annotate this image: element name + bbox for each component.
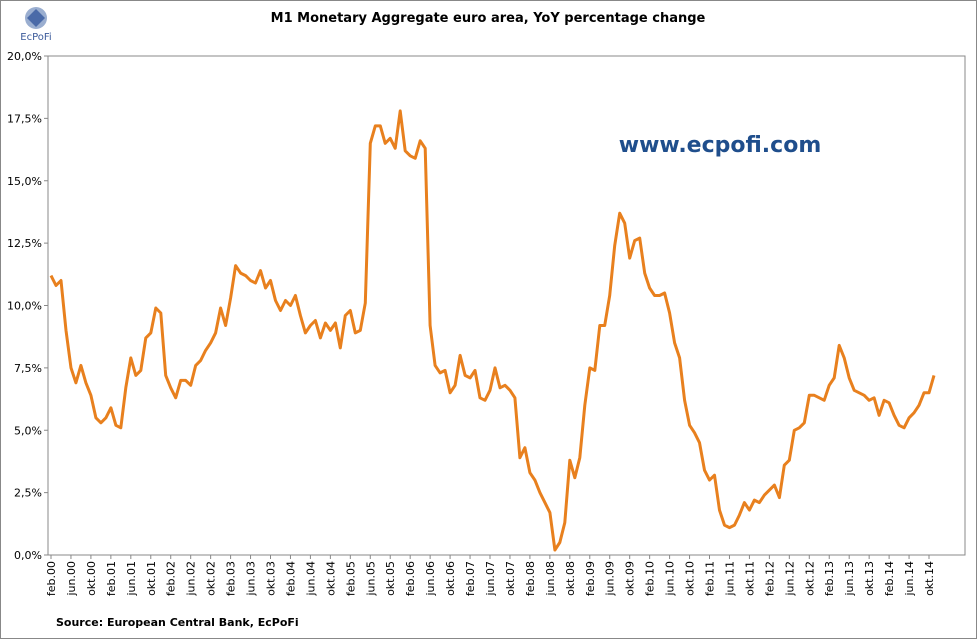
x-tick-label: feb.11 xyxy=(704,561,717,596)
x-tick-label: okt.12 xyxy=(803,561,816,596)
x-tick-label: jun.01 xyxy=(125,561,138,597)
x-tick-label: jun.00 xyxy=(65,561,78,597)
x-tick-label: okt.08 xyxy=(564,561,577,596)
x-tick-label: okt.05 xyxy=(384,561,397,596)
x-tick-label: feb.14 xyxy=(883,561,896,596)
y-tick-label: 10,0% xyxy=(7,300,42,313)
x-tick-label: okt.00 xyxy=(85,561,98,596)
y-tick-label: 5,0% xyxy=(14,424,42,437)
x-tick-label: jun.06 xyxy=(424,561,437,597)
x-tick-label: feb.06 xyxy=(404,561,417,596)
x-tick-label: jun.03 xyxy=(245,561,258,597)
source: Source: European Central Bank, EcPoFi xyxy=(56,616,299,629)
x-tick-label: okt.13 xyxy=(863,561,876,596)
x-tick-label: feb.04 xyxy=(284,561,297,596)
x-tick-label: jun.08 xyxy=(544,561,557,597)
y-tick-label: 12,5% xyxy=(7,237,42,250)
x-tick-label: feb.05 xyxy=(344,561,357,596)
chart-title: M1 Monetary Aggregate euro area, YoY per… xyxy=(271,11,706,26)
x-tick-label: okt.01 xyxy=(145,561,158,596)
x-tick-label: feb.13 xyxy=(823,561,836,596)
x-tick-label: feb.01 xyxy=(105,561,118,596)
x-tick-label: okt.03 xyxy=(265,561,278,596)
x-tick-label: okt.11 xyxy=(743,561,756,596)
x-tick-label: jun.02 xyxy=(185,561,198,597)
x-tick-label: feb.07 xyxy=(464,561,477,596)
x-tick-label: feb.10 xyxy=(644,561,657,596)
logo: EcPoFi xyxy=(20,7,52,43)
x-tick-label: jun.13 xyxy=(843,561,856,597)
x-tick-label: feb.02 xyxy=(165,561,178,596)
x-tick-label: okt.07 xyxy=(504,561,517,596)
y-tick-label: 7,5% xyxy=(14,362,42,375)
x-tick-label: feb.00 xyxy=(45,561,58,596)
x-tick-label: jun.09 xyxy=(604,561,617,597)
x-tick-label: okt.02 xyxy=(205,561,218,596)
x-tick-label: okt.09 xyxy=(624,561,637,596)
y-tick-label: 17,5% xyxy=(7,112,42,125)
y-tick-label: 0,0% xyxy=(14,549,42,562)
x-tick-label: jun.05 xyxy=(364,561,377,597)
x-tick-label: jun.14 xyxy=(903,561,916,597)
x-tick-label: jun.10 xyxy=(664,561,677,597)
x-tick-label: feb.12 xyxy=(763,561,776,596)
y-tick-label: 20,0% xyxy=(7,50,42,63)
x-tick-label: jun.04 xyxy=(304,561,317,597)
x-tick-label: okt.10 xyxy=(684,561,697,596)
x-tick-label: feb.03 xyxy=(225,561,238,596)
x-tick-label: feb.09 xyxy=(584,561,597,596)
x-tick-label: jun.12 xyxy=(783,561,796,597)
annotation: www.ecpofi.com xyxy=(619,133,822,158)
logo-text: EcPoFi xyxy=(20,32,51,43)
x-tick-label: okt.14 xyxy=(923,561,936,596)
x-tick-label: jun.11 xyxy=(723,561,736,597)
line-series xyxy=(49,109,936,552)
x-tick-label: feb.08 xyxy=(524,561,537,596)
x-tick-label: okt.06 xyxy=(444,561,457,596)
y-tick-label: 15,0% xyxy=(7,175,42,188)
x-tick-label: okt.04 xyxy=(324,561,337,596)
x-tick-label: jun.07 xyxy=(484,561,497,597)
y-tick-label: 2,5% xyxy=(14,487,42,500)
